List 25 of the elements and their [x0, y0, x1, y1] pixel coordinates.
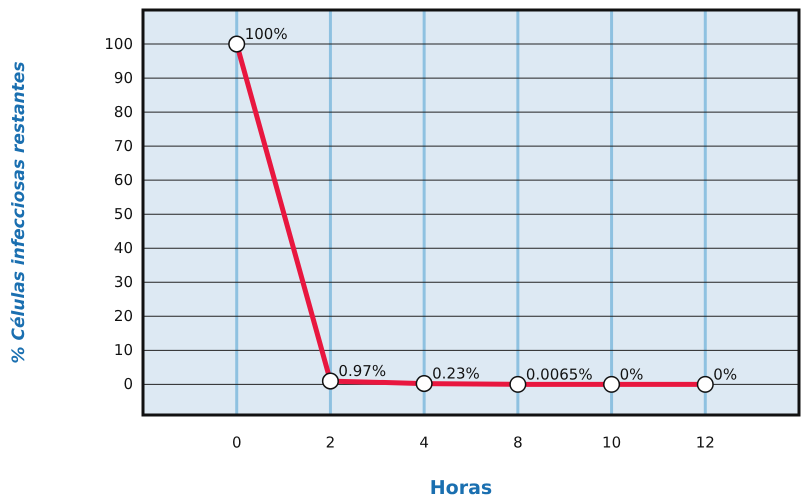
y-tick-label: 10	[114, 341, 133, 360]
y-tick-label: 40	[114, 239, 133, 258]
data-label: 0.23%	[432, 364, 480, 383]
x-tick-label: 0	[232, 434, 242, 452]
data-label: 0.97%	[338, 362, 386, 380]
y-tick-label: 90	[114, 68, 133, 87]
data-label: 0.0065%	[526, 365, 593, 384]
x-tick-label: 4	[419, 434, 429, 452]
y-tick-label: 60	[114, 170, 133, 189]
x-tick-label: 8	[513, 434, 523, 452]
y-tick-label: 20	[114, 307, 133, 326]
x-axis-title: Horas	[430, 477, 492, 497]
data-label: 0%	[620, 365, 644, 384]
x-tick-label: 10	[602, 434, 622, 452]
y-tick-label: 80	[114, 102, 133, 121]
y-tick-label: 100	[104, 34, 133, 53]
y-tick-label: 50	[114, 205, 133, 223]
x-tick-label: 2	[326, 434, 336, 452]
x-tick-label: 12	[696, 434, 715, 452]
y-tick-label: 30	[114, 273, 133, 292]
y-axis-title: % Células infecciosas restantes	[9, 62, 29, 364]
data-label: 100%	[244, 25, 288, 44]
y-tick-label: 70	[114, 136, 133, 155]
data-label: 0%	[713, 365, 738, 384]
y-tick-label: 0	[123, 375, 133, 394]
